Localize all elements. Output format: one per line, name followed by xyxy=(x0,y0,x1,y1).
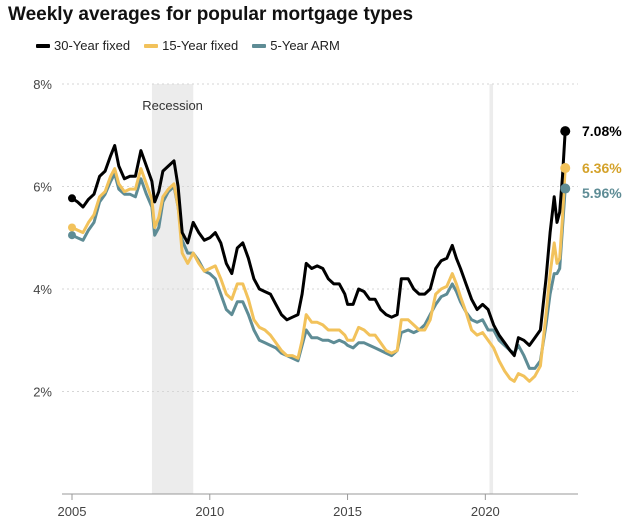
x-tick-label-1: 2010 xyxy=(195,504,224,519)
series-line-15yr xyxy=(70,166,567,383)
series-line-30yr xyxy=(70,129,567,358)
shade-label-0: Recession xyxy=(142,98,203,113)
series-line-arm xyxy=(70,172,567,370)
legend-swatch-arm xyxy=(252,43,267,48)
legend-label-arm: 5-Year ARM xyxy=(270,38,340,53)
y-tick-label-1: 4% xyxy=(33,282,52,297)
y-tick-label-2: 6% xyxy=(33,180,52,195)
y-tick-label-3: 8% xyxy=(33,77,52,92)
legend-label-30yr: 30-Year fixed xyxy=(54,38,131,53)
end-label-arm: 5.96% xyxy=(582,185,622,201)
x-tick-label-2: 2015 xyxy=(333,504,362,519)
end-dot-arm xyxy=(560,183,571,194)
start-dot-30yr xyxy=(68,194,76,203)
legend-item-15yr: 15-Year fixed xyxy=(144,38,238,53)
legend-label-15yr: 15-Year fixed xyxy=(162,38,239,53)
shade-band-1 xyxy=(489,84,494,494)
x-tick-label-0: 2005 xyxy=(58,504,87,519)
legend: 30-Year fixed 15-Year fixed 5-Year ARM xyxy=(36,38,340,53)
y-tick-label-0: 2% xyxy=(33,385,52,400)
start-dot-15yr xyxy=(68,223,76,232)
legend-swatch-30yr xyxy=(36,43,50,48)
legend-item-arm: 5-Year ARM xyxy=(252,38,340,53)
legend-item-30yr: 30-Year fixed xyxy=(36,38,130,53)
start-dot-arm xyxy=(68,231,76,240)
chart-title: Weekly averages for popular mortgage typ… xyxy=(8,4,414,25)
x-tick-label-3: 2020 xyxy=(471,504,500,519)
end-dot-15yr xyxy=(560,163,571,174)
end-label-30yr: 7.08% xyxy=(582,123,622,139)
legend-swatch-15yr xyxy=(144,43,159,48)
end-dot-30yr xyxy=(560,126,571,137)
end-label-15yr: 6.36% xyxy=(582,160,622,176)
